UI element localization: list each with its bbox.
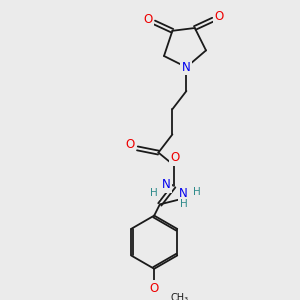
- Text: O: O: [171, 151, 180, 164]
- Text: H: H: [180, 200, 188, 209]
- Text: H: H: [150, 188, 158, 198]
- Text: CH₃: CH₃: [171, 293, 189, 300]
- Text: O: O: [143, 13, 153, 26]
- Text: N: N: [179, 187, 188, 200]
- Text: O: O: [150, 282, 159, 296]
- Text: H: H: [193, 187, 201, 197]
- Text: O: O: [125, 138, 134, 151]
- Text: O: O: [214, 10, 224, 23]
- Text: N: N: [182, 61, 191, 74]
- Text: N: N: [162, 178, 171, 191]
